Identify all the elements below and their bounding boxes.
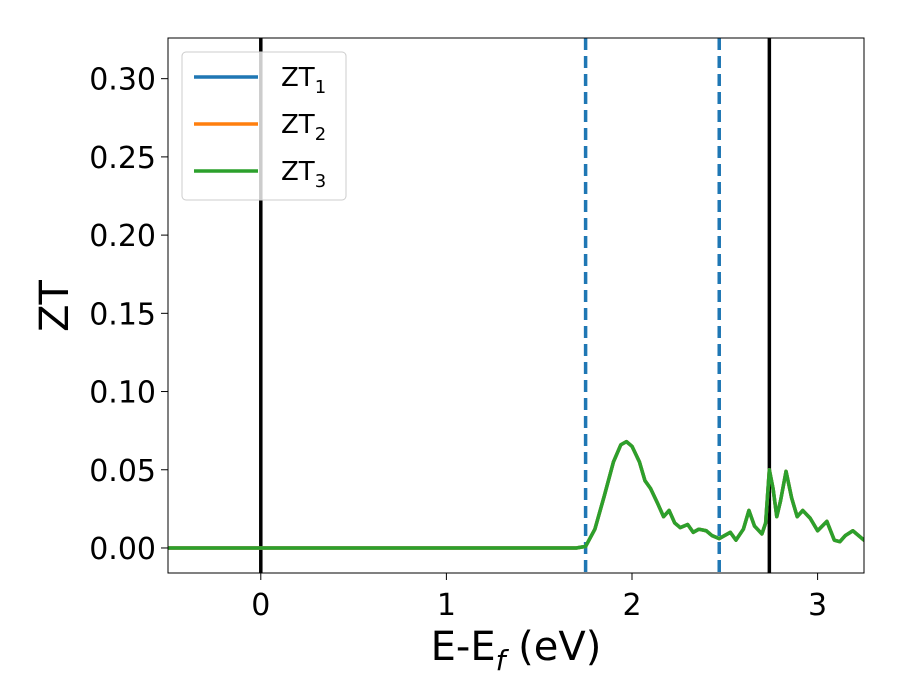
y-tick-label: 0.15	[89, 297, 156, 332]
x-tick-label: 0	[251, 588, 270, 623]
x-axis: 0 1 2 3	[251, 573, 827, 623]
y-axis: 0.00 0.05 0.10 0.15 0.20 0.25 0.30	[89, 63, 168, 567]
legend-frame	[181, 51, 347, 201]
y-tick-label: 0.00	[89, 532, 156, 567]
x-tick-label: 2	[622, 588, 641, 623]
legend-label-2: ZT2	[281, 110, 326, 145]
x-tick-label: 3	[808, 588, 827, 623]
legend: ZT1 ZT2 ZT3	[181, 51, 347, 201]
series-line-3	[168, 439, 864, 550]
legend-label-1: ZT1	[281, 63, 326, 98]
legend-label-3: ZT3	[281, 157, 326, 192]
plot-frame	[167, 37, 865, 574]
y-tick-label: 0.25	[89, 141, 156, 176]
x-axis-title: E-Ef (eV)	[431, 624, 602, 677]
y-tick-label: 0.20	[89, 219, 156, 254]
y-tick-label: 0.05	[89, 454, 156, 489]
x-tick-label: 1	[437, 588, 456, 623]
y-tick-label: 0.30	[89, 63, 156, 98]
x-axis-title-unit: (eV)	[505, 624, 601, 670]
x-axis-title-main: E-E	[431, 624, 496, 670]
series-layer	[168, 439, 864, 550]
y-axis-title: ZT	[32, 280, 78, 332]
y-tick-label: 0.10	[89, 376, 156, 411]
